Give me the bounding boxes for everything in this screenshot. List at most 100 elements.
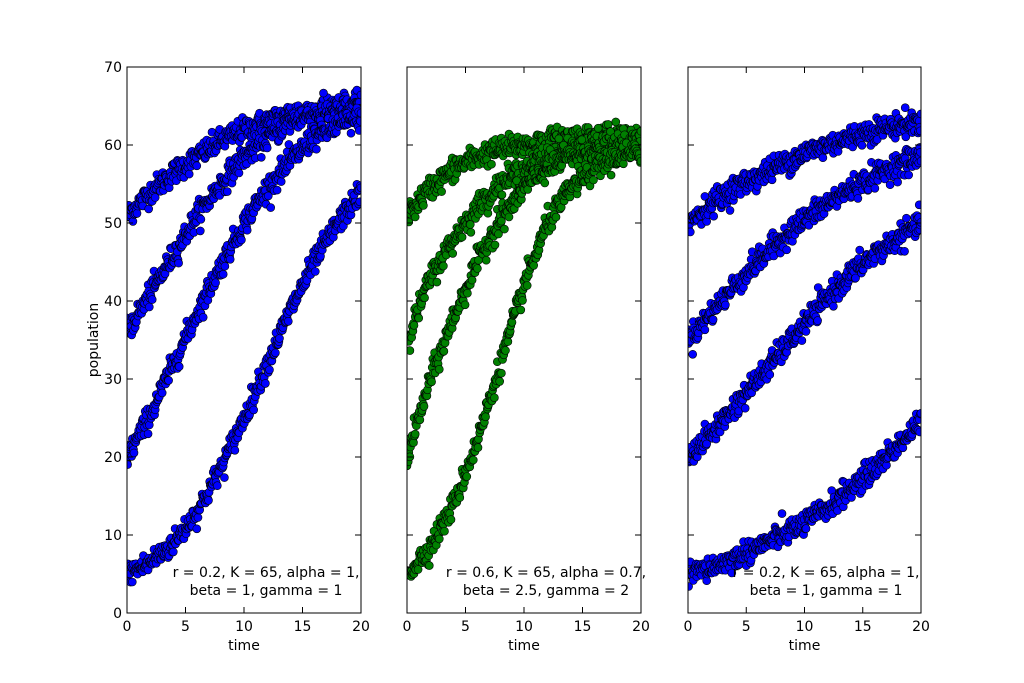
data-point [497,368,506,378]
data-point [132,209,142,218]
data-point [504,212,514,222]
data-point [164,376,173,385]
data-point [211,278,220,288]
data-point [551,212,561,222]
data-point [801,327,811,336]
data-point [518,296,527,305]
series-2 [688,143,921,359]
data-point [872,135,882,144]
data-point [356,108,361,118]
data-point [708,315,718,324]
y-tick-label: 70 [104,60,122,76]
data-point [851,273,860,283]
data-point [702,217,712,226]
data-point [721,300,730,310]
x-tick-label: 20 [632,619,650,635]
data-point [174,362,184,371]
parameter-annotation: beta = 1, gamma = 1 [190,583,343,599]
parameter-annotation: r = 0.2, K = 65, alpha = 1, [173,565,360,581]
data-point [547,222,557,232]
data-point [346,128,356,138]
data-point [636,126,641,136]
data-point [409,320,419,330]
data-point [262,143,272,153]
data-point [904,170,914,180]
data-point [415,415,425,425]
data-point [727,568,737,578]
data-point [503,337,513,346]
data-point [688,227,695,237]
parameter-annotation: beta = 2.5, gamma = 2 [463,583,629,599]
data-point [147,295,157,304]
data-point [249,405,258,415]
data-point [434,534,444,544]
data-point [487,159,496,169]
data-point [234,168,244,178]
x-tick-label: 5 [461,619,470,635]
data-point [589,175,598,185]
data-point [593,123,603,133]
data-point [490,240,500,250]
data-point [916,148,921,157]
y-tick-label: 40 [104,294,122,310]
y-tick-label: 60 [104,138,122,154]
x-tick-label: 10 [515,619,533,635]
data-point [129,448,139,458]
data-point [312,144,321,154]
data-point [355,197,361,207]
x-axis-label: time [508,638,540,654]
data-point [885,180,895,189]
x-tick-label: 15 [854,619,872,635]
x-tick-label: 5 [181,619,190,635]
data-point [740,403,750,413]
data-point [407,346,415,355]
data-point [463,288,472,298]
data-point [782,245,792,255]
data-point [900,103,910,112]
data-point [419,201,428,210]
data-point [916,109,921,119]
data-point [223,187,232,196]
data-point [242,225,252,235]
data-point [767,175,777,185]
data-point [150,193,160,202]
data-point [276,177,286,186]
data-point [702,439,712,449]
data-point [275,334,284,343]
data-point [916,156,921,166]
data-point [725,206,735,215]
x-tick-label: 0 [403,619,412,635]
data-point [174,258,183,268]
x-axis-label: time [789,638,821,654]
data-point [256,153,266,162]
parameter-annotation: r = 0.6, K = 65, alpha = 0.7, [446,565,646,581]
data-point [473,443,483,452]
data-point [765,370,775,379]
data-point [457,232,467,242]
data-point [410,429,420,439]
data-point [500,224,509,234]
data-point [414,313,424,323]
data-point [169,547,178,557]
x-tick-label: 5 [742,619,751,635]
data-point [196,226,205,236]
scatter-points [127,85,361,587]
data-point [230,445,240,455]
panel-2: 0 5 10 15 20 time r = 0.6, K = 65, alpha = 0.7… [403,66,650,654]
data-point [490,393,499,403]
data-point [272,185,282,195]
x-tick-label: 15 [574,619,592,635]
data-point [284,140,294,149]
data-point [261,379,270,388]
x-tick-label: 15 [294,619,312,635]
data-point [466,228,476,237]
data-point [193,513,203,522]
data-point [225,254,235,264]
data-point [271,348,280,358]
data-point [437,187,446,196]
data-point [495,377,505,386]
parameter-annotation: beta = 1, gamma = 1 [750,583,903,599]
data-point [777,509,787,518]
series-3 [127,103,361,469]
